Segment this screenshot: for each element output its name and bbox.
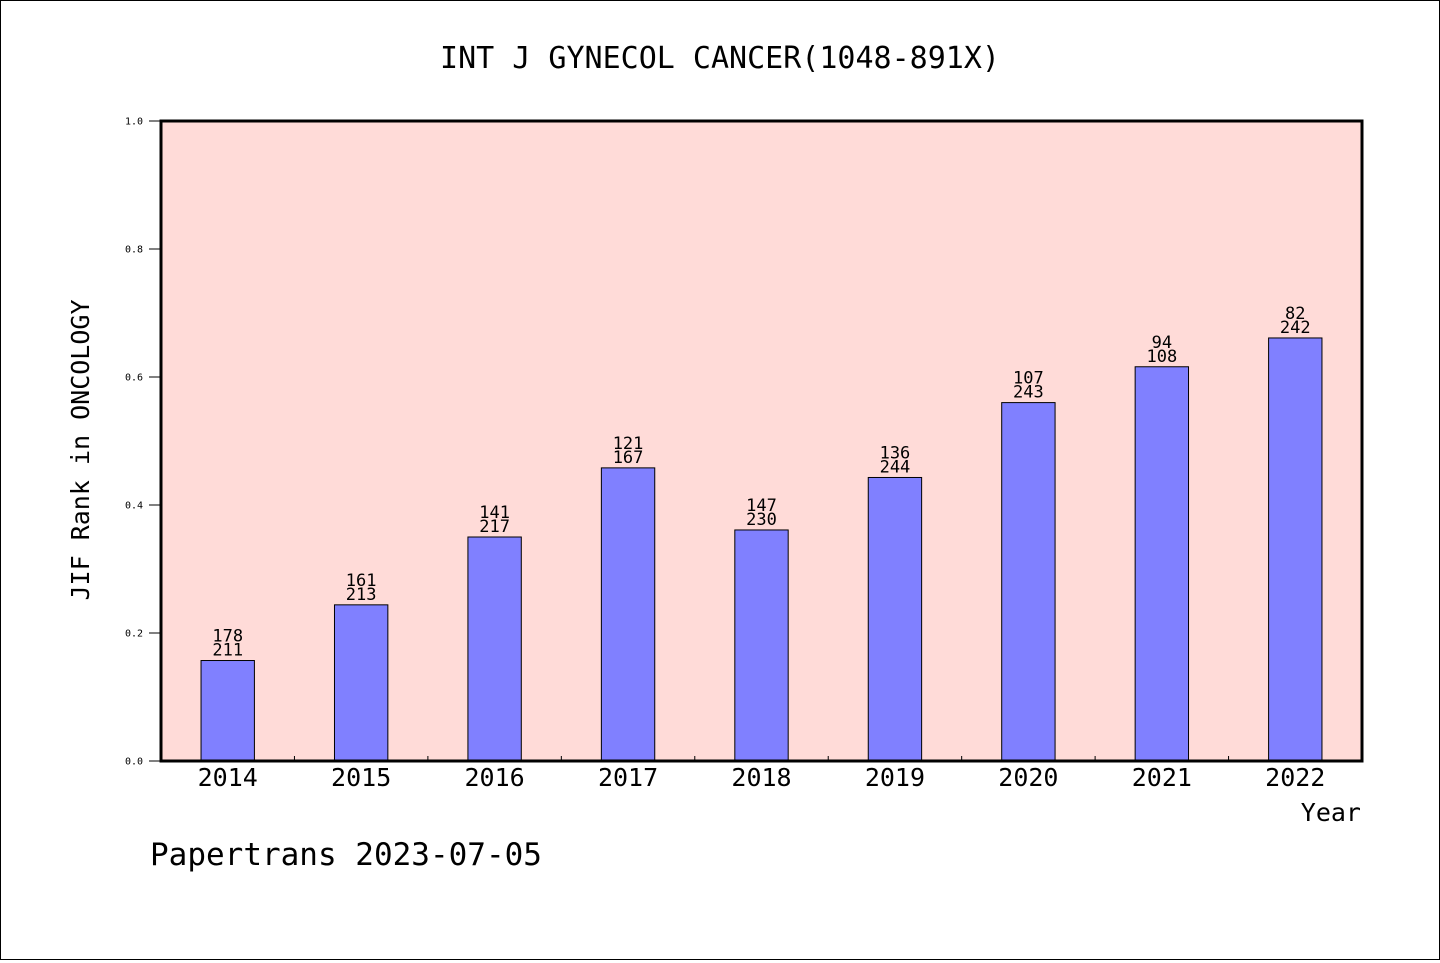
x-tick-label: 2018 [731, 763, 791, 792]
x-tick-label: 2021 [1132, 763, 1192, 792]
x-tick-label: 2019 [865, 763, 925, 792]
x-tick-label: 2016 [465, 763, 525, 792]
bar-2015 [333, 604, 389, 762]
bar-total-label: 167 [613, 448, 644, 468]
bar-rank-label: 107 [1013, 369, 1044, 389]
chart-title: INT J GYNECOL CANCER(1048-891X) [440, 41, 1000, 76]
bar-total-label: 243 [1013, 383, 1044, 403]
y-tick-label: 0.2 [125, 629, 143, 640]
bar-rank-label: 141 [479, 503, 510, 523]
x-tick-label: 2014 [198, 763, 258, 792]
bar-2014 [200, 660, 255, 762]
plot-border [159, 119, 1364, 763]
x-axis: 2014 2015 2016 2017 2018 2019 2020 2021 2022 [198, 756, 1325, 792]
bar-rank-label: 82 [1285, 304, 1305, 324]
bar-rank-label: 136 [880, 443, 911, 463]
bar-2018 [734, 529, 789, 762]
bar-total-label: 244 [880, 457, 911, 477]
y-tick-label: 0.8 [125, 245, 143, 256]
bar-rank-label: 178 [212, 627, 243, 647]
bar-rank-label: 147 [746, 496, 777, 516]
bar-rank-label: 161 [346, 571, 377, 591]
bar-total-label: 108 [1146, 347, 1177, 367]
y-axis-label: JIF Rank in ONCOLOGY [66, 299, 95, 600]
bar-2020 [1001, 402, 1056, 762]
x-axis-label: Year [1301, 798, 1361, 827]
x-tick-label: 2022 [1265, 763, 1325, 792]
bar-2021 [1134, 366, 1190, 762]
x-tick-label: 2017 [598, 763, 658, 792]
y-tick-label: 0.4 [125, 501, 143, 512]
bar-total-label: 217 [479, 517, 510, 537]
bar-2019 [867, 476, 923, 762]
footer-text: Papertrans 2023-07-05 [150, 837, 542, 873]
x-tick-label: 2015 [331, 763, 391, 792]
bar-total-label: 242 [1280, 318, 1311, 338]
bar-2022 [1268, 337, 1323, 762]
y-tick-label: 1.0 [125, 117, 143, 128]
x-tick-label: 2020 [998, 763, 1058, 792]
y-tick-label: 0.0 [125, 757, 143, 768]
bar-rank-label: 121 [613, 434, 644, 454]
bar-total-label: 213 [346, 585, 377, 605]
bars-group: 1782111612131412171211671472301362441072… [200, 304, 1323, 762]
y-axis: 0.0 0.2 0.4 0.6 0.8 1.0 [125, 117, 161, 768]
bar-2016 [467, 536, 522, 762]
y-tick-label: 0.6 [125, 373, 143, 384]
bar-rank-label: 94 [1152, 333, 1172, 353]
bar-2017 [600, 467, 656, 762]
bar-total-label: 230 [746, 510, 777, 530]
bar-total-label: 211 [212, 641, 243, 661]
